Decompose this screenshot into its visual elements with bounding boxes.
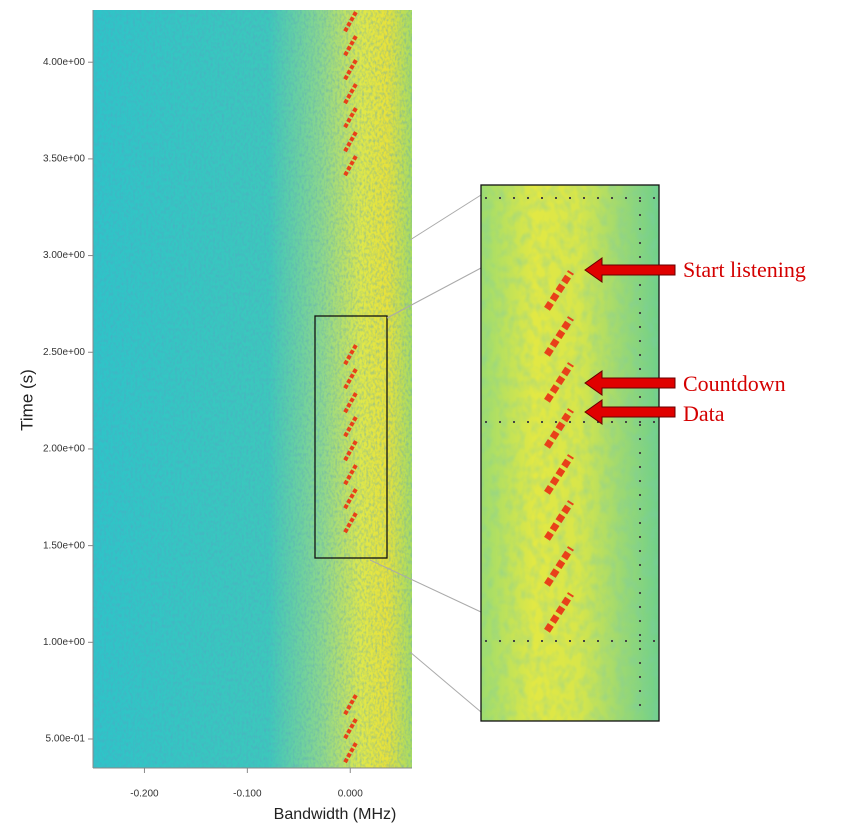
annotation: Start listening — [683, 257, 806, 282]
chirp — [544, 592, 574, 633]
chirp — [343, 718, 358, 740]
chirp — [544, 500, 574, 541]
x-tick-label: -0.100 — [233, 789, 262, 800]
chirp — [343, 694, 358, 716]
chirp — [544, 546, 574, 587]
chirp — [343, 344, 358, 366]
y-tick-label: 1.50e+00 — [43, 540, 85, 551]
y-tick-label: 5.00e-01 — [46, 734, 86, 745]
chirp — [544, 362, 574, 403]
x-tick-label: -0.200 — [130, 789, 159, 800]
inset-border — [480, 184, 660, 722]
arrows — [584, 257, 676, 425]
chirp — [343, 464, 358, 486]
x-axis-label: Bandwidth (MHz) — [274, 806, 397, 823]
chirps — [343, 11, 574, 764]
chirp — [343, 11, 358, 33]
annotation: Countdown — [683, 371, 786, 396]
chirp — [544, 408, 574, 449]
zoom-box — [314, 315, 388, 559]
chirp — [343, 416, 358, 438]
chirp — [343, 35, 358, 57]
inset-grid — [485, 197, 655, 715]
chirp — [544, 454, 574, 495]
y-tick-label: 3.00e+00 — [43, 250, 85, 261]
y-axis-label: Time (s) — [17, 369, 36, 431]
chirp — [544, 316, 574, 357]
annotation: Data — [683, 401, 725, 426]
y-tick-label: 2.00e+00 — [43, 444, 85, 455]
chirp — [343, 488, 358, 510]
chirp — [544, 270, 574, 311]
chirp — [343, 83, 358, 105]
y-tick-label: 4.00e+00 — [43, 57, 85, 68]
chirp — [343, 131, 358, 153]
chirp — [343, 392, 358, 414]
chirp — [343, 368, 358, 390]
chirp — [343, 512, 358, 534]
y-tick-label: 1.00e+00 — [43, 637, 85, 648]
chirp — [343, 59, 358, 81]
chirp — [343, 742, 358, 764]
chirp — [343, 107, 358, 129]
y-tick-label: 3.50e+00 — [43, 154, 85, 165]
y-tick-label: 2.50e+00 — [43, 347, 85, 358]
chirp — [343, 440, 358, 462]
chirp — [343, 155, 358, 177]
x-tick-label: 0.000 — [338, 789, 363, 800]
zoom-connectors — [369, 194, 482, 713]
spectrogram-noise — [93, 10, 412, 768]
